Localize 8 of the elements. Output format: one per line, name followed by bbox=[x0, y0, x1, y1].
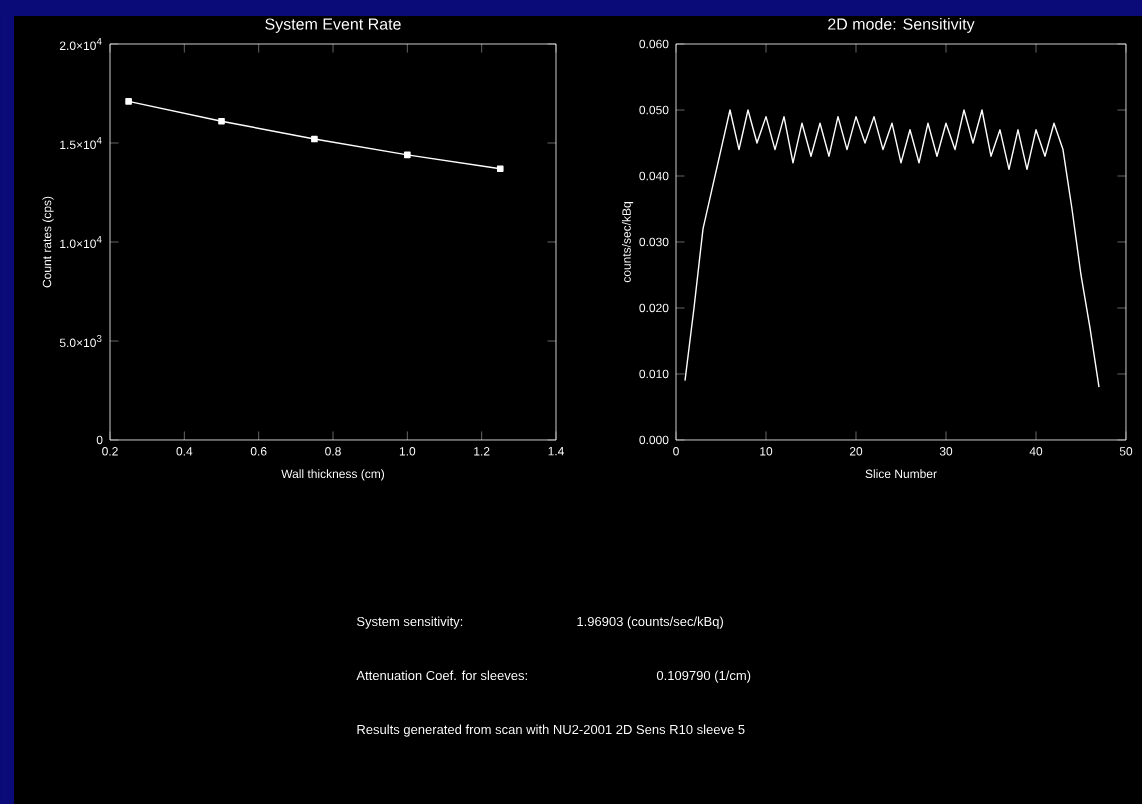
point bbox=[496, 165, 504, 173]
point bbox=[311, 135, 318, 143]
point bbox=[125, 98, 132, 105]
chart-title: System Event Rate bbox=[265, 18, 401, 33]
chart-title: 2D mode: Sensitivity bbox=[828, 18, 975, 33]
line-series bbox=[684, 109, 1100, 388]
point bbox=[218, 117, 225, 125]
point bbox=[404, 151, 411, 159]
